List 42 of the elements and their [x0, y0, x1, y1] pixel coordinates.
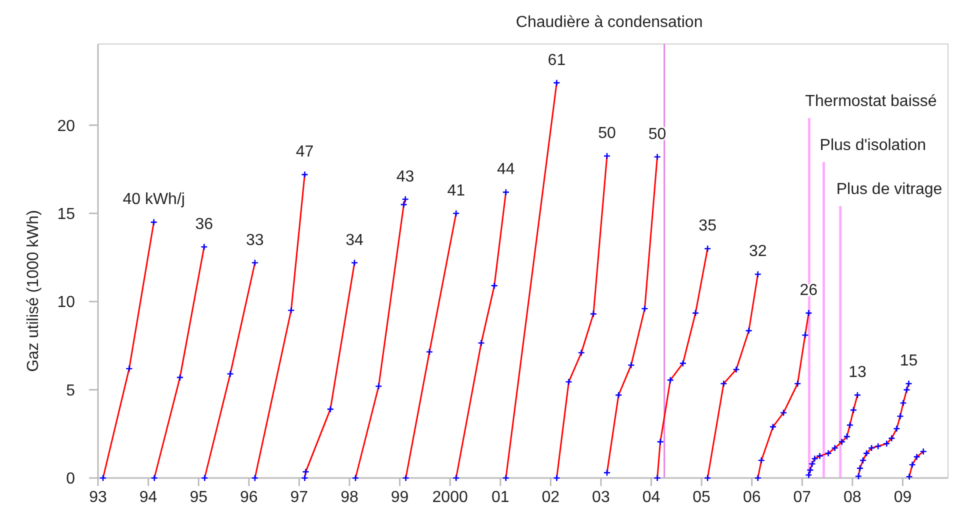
- x-tick-label: 02: [542, 489, 560, 506]
- ref-line-label: Plus d'isolation: [820, 137, 926, 154]
- x-tick-label: 05: [692, 489, 711, 506]
- x-tick-label: 96: [240, 489, 258, 506]
- y-tick-label: 20: [57, 118, 76, 135]
- x-tick-label: 03: [592, 489, 610, 506]
- y-tick-label: 0: [66, 470, 76, 488]
- annotation: 13: [848, 364, 866, 382]
- annotation: 61: [548, 52, 566, 69]
- y-tick-label: 10: [57, 294, 76, 312]
- x-tick-label: 95: [190, 489, 208, 506]
- annotation: 36: [195, 216, 214, 233]
- x-tick-label: 06: [742, 489, 761, 506]
- x-tick-label: 94: [139, 489, 158, 506]
- x-tick-label: 2000: [432, 489, 468, 506]
- y-tick-label: 15: [57, 206, 76, 223]
- annotation: 43: [396, 168, 414, 186]
- x-tick-label: 98: [340, 489, 358, 506]
- annotation: 44: [497, 161, 515, 178]
- annotation: 41: [447, 182, 466, 200]
- x-tick-label: 99: [390, 489, 409, 506]
- y-tick-label: 5: [66, 382, 76, 400]
- annotation: 47: [296, 144, 314, 161]
- x-tick-label: 09: [894, 489, 912, 506]
- annotation: 33: [246, 232, 264, 249]
- annotation: 26: [800, 282, 818, 300]
- x-tick-label: 93: [89, 489, 107, 506]
- annotation: 34: [346, 232, 364, 249]
- ref-line-label: Thermostat baissé: [805, 93, 937, 110]
- x-tick-label: 01: [491, 489, 510, 506]
- annotation: 40 kWh/j: [122, 191, 185, 208]
- y-axis-title: Gaz utilisé (1000 kWh): [25, 210, 42, 372]
- annotation: 35: [698, 218, 717, 235]
- ref-line-label: Plus de vitrage: [836, 181, 942, 198]
- x-tick-label: 07: [793, 489, 812, 506]
- annotation: 15: [900, 352, 918, 370]
- x-tick-label: 04: [642, 489, 660, 506]
- annotation: 32: [748, 243, 767, 260]
- ref-line-label: Chaudière à condensation: [516, 14, 703, 31]
- x-tick-label: 97: [290, 489, 308, 506]
- annotation: 50: [598, 125, 616, 142]
- x-tick-label: 08: [844, 489, 862, 506]
